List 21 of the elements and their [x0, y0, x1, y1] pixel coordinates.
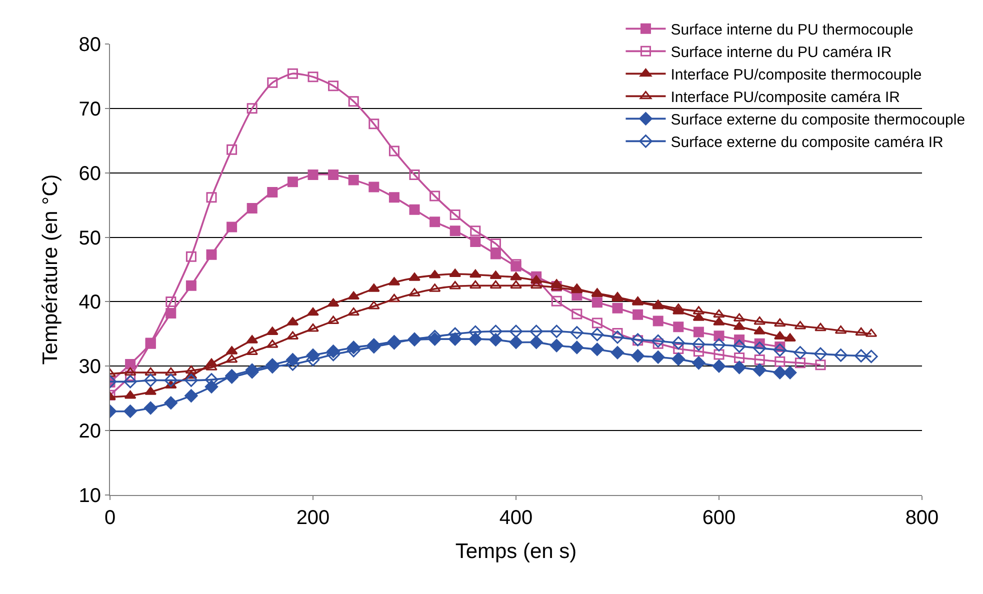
y-tick-label: 10: [78, 485, 101, 507]
y-tick-label: 80: [78, 34, 101, 56]
y-tick-label: 40: [78, 292, 101, 314]
x-tick-label: 200: [296, 507, 330, 529]
legend-label: Surface interne du PU thermocouple: [670, 22, 914, 39]
y-tick-label: 20: [78, 420, 101, 443]
legend-label: Surface interne du PU caméra IR: [670, 44, 892, 62]
x-tick-label: 400: [499, 507, 533, 529]
x-tick-label: 600: [702, 507, 736, 529]
y-tick-label: 50: [78, 227, 101, 250]
x-tick-label: 0: [104, 507, 116, 529]
x-tick-label: 800: [905, 507, 939, 529]
legend-label: Interface PU/composite thermocouple: [670, 66, 922, 84]
y-axis-title: Température (en °C): [38, 174, 62, 365]
x-axis-title: Temps (en s): [455, 540, 577, 564]
legend-label: Interface PU/composite caméra IR: [670, 89, 900, 106]
y-tick-label: 60: [78, 162, 101, 185]
y-tick-label: 70: [78, 98, 101, 120]
y-tick-label: 30: [78, 356, 101, 378]
legend-label: Surface externe du composite thermocouple: [670, 112, 966, 129]
legend-label: Surface externe du composite caméra IR: [670, 134, 944, 152]
